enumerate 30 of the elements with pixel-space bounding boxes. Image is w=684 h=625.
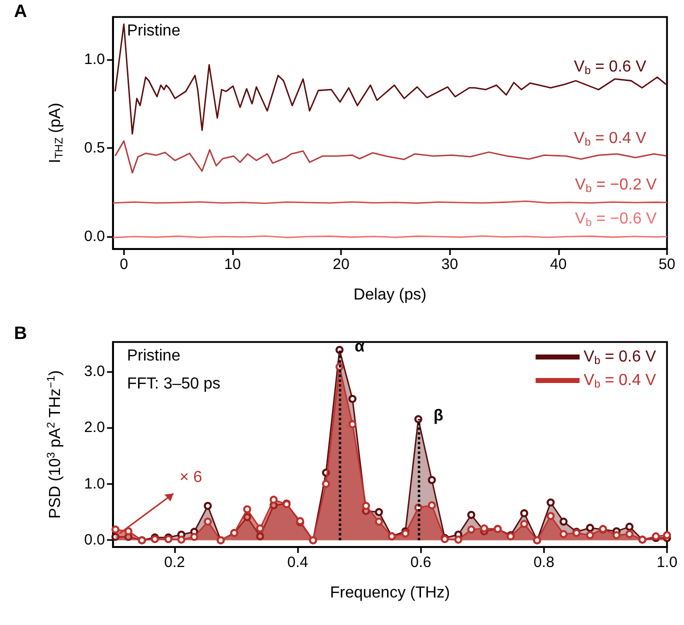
x-tick-label: 0.8 (533, 554, 554, 571)
x-tick-label: 10 (224, 256, 241, 273)
annotation: Pristine (127, 348, 180, 364)
x-tick-label: 0.4 (287, 554, 308, 571)
annotation: FFT: 3–50 ps (127, 376, 220, 392)
x-tick-label: 40 (550, 256, 567, 273)
x-tick-label: 0.6 (410, 554, 432, 571)
x-tick-label: 0.2 (164, 554, 185, 571)
x-tick-label: 1.0 (656, 554, 678, 571)
y-tick-label: 0.0 (84, 228, 105, 246)
x-tick-label: 50 (658, 256, 676, 273)
y-tick-label: 1.0 (84, 51, 105, 68)
x-axis-title: Delay (ps) (354, 286, 426, 304)
y-tick-label: 2.0 (84, 419, 105, 436)
x-axis-title: Frequency (THz) (330, 584, 450, 602)
y-tick-label: 0.5 (84, 140, 105, 157)
y-tick-label: 0.0 (84, 532, 105, 549)
y-tick-label: 1.0 (84, 475, 105, 492)
y-tick-label: 3.0 (84, 362, 105, 380)
annotation: Pristine (127, 22, 180, 40)
ref-line-label: α (354, 338, 365, 356)
y-axis-title: ITHZ (pA) (47, 102, 66, 164)
y-axis-title: PSD (103 pA2 THz−1) (46, 370, 64, 519)
annotation: × 6 (179, 469, 202, 486)
x-tick-label: 30 (441, 256, 458, 273)
text: B (14, 323, 27, 343)
x-tick-label: 0 (120, 256, 128, 273)
ref-line-label: β (433, 408, 444, 425)
text: A (14, 1, 27, 21)
x-tick-label: 20 (332, 256, 350, 273)
